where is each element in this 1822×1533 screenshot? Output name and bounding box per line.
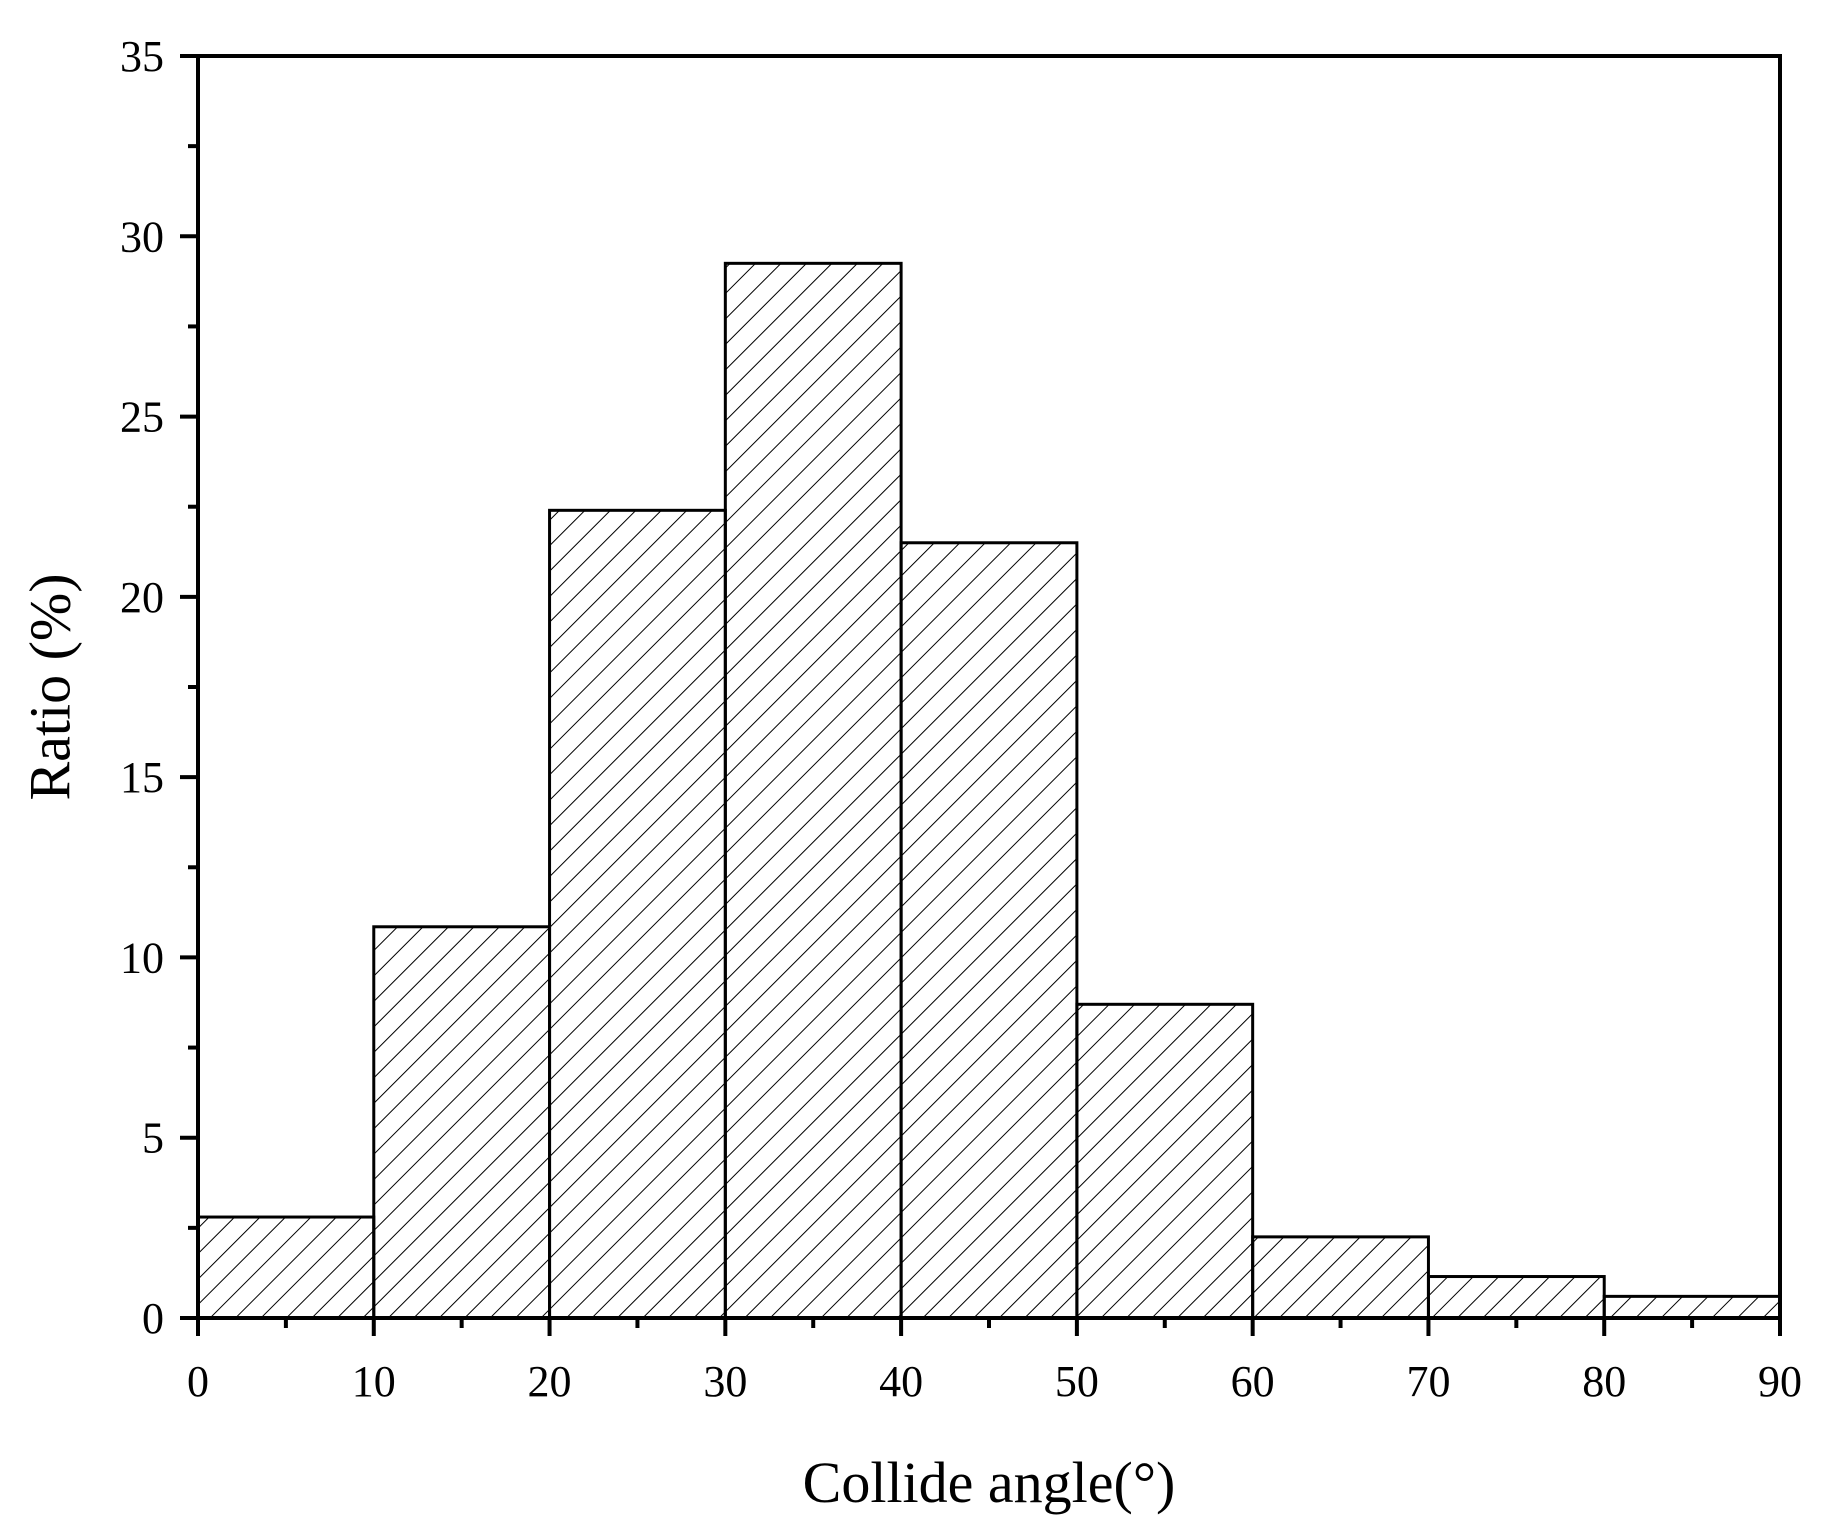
x-tick-label: 10 [352,1357,396,1406]
histogram-bar-30-40 [723,261,903,1320]
histogram-bar-80-90 [1602,1294,1782,1320]
bars-layer [196,261,1782,1320]
y-tick-label: 20 [120,573,164,622]
y-tick-label: 30 [120,212,164,261]
histogram-bar-60-70 [1251,1235,1430,1320]
histogram-bar-40-50 [899,541,1079,1320]
x-axis: 0 10 20 30 40 50 60 70 80 90 [187,1318,1802,1406]
y-tick-label: 25 [120,393,164,442]
x-tick-label: 70 [1406,1357,1450,1406]
x-tick-label: 80 [1582,1357,1626,1406]
histogram-bar-10-20 [372,925,552,1320]
x-tick-label: 40 [879,1357,923,1406]
y-axis-title: Ratio (%) [17,573,82,800]
y-tick-label: 5 [142,1114,164,1163]
y-tick-label: 10 [120,933,164,982]
histogram-bar-0-10 [196,1215,376,1320]
x-tick-label: 0 [187,1357,209,1406]
x-tick-label: 30 [703,1357,747,1406]
x-axis-title: Collide angle(°) [803,1450,1176,1515]
y-axis: 0 5 10 15 20 25 30 35 [120,32,198,1343]
x-tick-label: 20 [528,1357,572,1406]
histogram-bar-70-80 [1426,1275,1606,1320]
y-tick-label: 35 [120,32,164,81]
x-tick-label: 50 [1055,1357,1099,1406]
y-tick-label: 15 [120,753,164,802]
histogram-bar-20-30 [548,508,727,1320]
y-tick-label: 0 [142,1294,164,1343]
histogram-bar-50-60 [1075,1002,1255,1320]
x-tick-label: 60 [1231,1357,1275,1406]
x-tick-label: 90 [1758,1357,1802,1406]
